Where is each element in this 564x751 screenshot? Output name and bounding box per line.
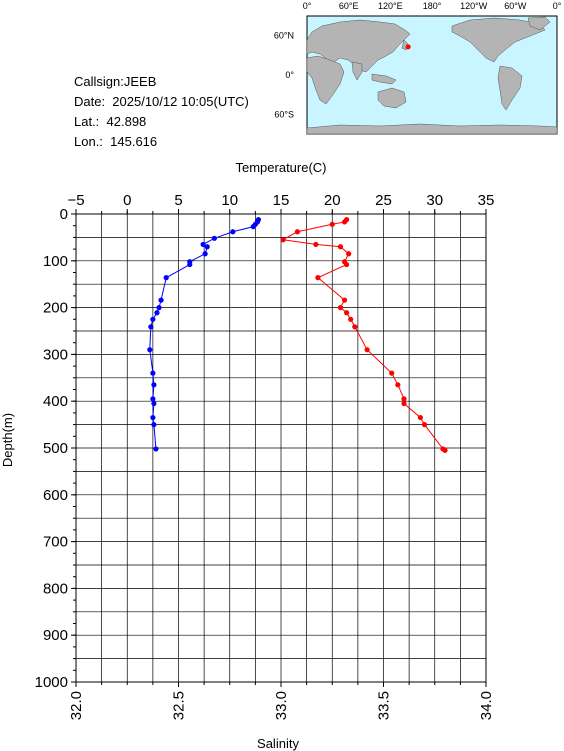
latitude-text: Lat.: 42.898: [74, 114, 147, 129]
temperature-tick-label: 25: [375, 192, 392, 209]
depth-tick-label: 400: [43, 393, 68, 410]
station-info: Callsign:JEEB Date: 2025/10/12 10:05(UTC…: [74, 72, 249, 152]
temperature-tick-label: 5: [174, 192, 182, 209]
salinity-data-point: [294, 229, 300, 235]
salinity-tick-label: 33.5: [376, 691, 393, 720]
date-text: Date: 2025/10/12 10:05(UTC): [74, 94, 249, 109]
depth-tick-label: 0: [60, 206, 68, 223]
salinity-data-point: [389, 370, 395, 376]
temperature-tick-label: 15: [273, 192, 290, 209]
temperature-data-point: [158, 297, 164, 303]
salinity-tick-label: 32.5: [171, 691, 188, 720]
temperature-data-point: [202, 251, 208, 257]
temperature-tick-label: 35: [478, 192, 495, 209]
depth-tick-label: 500: [43, 440, 68, 457]
temperature-data-point: [151, 422, 157, 428]
salinity-data-point: [401, 400, 407, 407]
salinity-axis-label: Salinity: [257, 736, 299, 751]
salinity-tick-label: 34.0: [478, 691, 495, 720]
temperature-data-point: [154, 310, 160, 316]
world-map: 0° 60°E 120°E 180° 120°W 60°W 0° 60°N 0° 60°S: [274, 1, 562, 135]
salinity-data-point: [395, 382, 401, 388]
salinity-data-point: [341, 219, 348, 225]
temperature-data-point: [150, 414, 156, 421]
depth-axis-label: Depth(m): [0, 413, 15, 467]
temperature-data-point: [150, 370, 156, 376]
salinity-data-point: [401, 396, 407, 402]
depth-tick-label: 200: [43, 300, 68, 317]
land-antarctica: [306, 123, 558, 135]
salinity-data-point: [346, 251, 352, 257]
salinity-data-point: [442, 447, 448, 453]
land-north-america: [451, 17, 546, 63]
salinity-data-point: [421, 422, 428, 428]
temperature-data-point: [147, 347, 153, 353]
temperature-data-point: [151, 382, 157, 388]
station-marker: [405, 44, 411, 50]
salinity-data-point: [344, 310, 350, 316]
land-indonesia: [371, 73, 397, 85]
salinity-data-point: [348, 316, 354, 322]
temperature-tick-label: 0: [123, 192, 131, 209]
depth-tick-label: 300: [43, 346, 68, 363]
map-lat-label: 0°: [285, 70, 294, 80]
temperature-tick-label: 30: [426, 192, 443, 209]
temperature-data-point: [211, 235, 217, 241]
map-lat-label: 60°S: [274, 109, 294, 119]
map-lon-label: 60°E: [339, 1, 359, 11]
salinity-data-point: [315, 275, 321, 281]
salinity-data-point: [344, 261, 350, 268]
land-south-america: [497, 65, 523, 111]
salinity-data-point: [417, 414, 423, 421]
salinity-data-point: [364, 347, 370, 353]
map-lat-label: 60°N: [274, 31, 294, 41]
temperature-data-point: [150, 316, 156, 322]
salinity-data-point: [337, 305, 344, 311]
temperature-data-point: [150, 396, 156, 402]
salinity-data-point: [337, 244, 344, 250]
temperature-axis-label: Temperature(C): [235, 160, 326, 175]
land-africa: [306, 55, 345, 105]
callsign-text: Callsign:JEEB: [74, 74, 157, 89]
depth-tick-label: 800: [43, 580, 68, 597]
land-greenland: [527, 16, 551, 31]
temperature-tick-label: 10: [221, 192, 238, 209]
map-lon-label: 120°E: [378, 1, 403, 11]
map-lon-label: 0°: [553, 1, 562, 11]
map-lon-label: 120°W: [460, 1, 488, 11]
temperature-data-point: [187, 261, 193, 268]
temperature-data-point: [204, 244, 210, 250]
salinity-data-point: [329, 221, 335, 227]
longitude-text: Lon.: 145.616: [74, 134, 158, 149]
map-land: [306, 16, 558, 135]
depth-tick-label: 700: [43, 534, 68, 551]
depth-tick-label: 1000: [35, 674, 68, 691]
depth-tick-label: 900: [43, 627, 68, 644]
depth-tick-label: 600: [43, 487, 68, 504]
temperature-data-point: [156, 305, 162, 311]
depth-tick-label: 100: [43, 253, 68, 270]
salinity-tick-label: 32.0: [68, 691, 85, 720]
salinity-data-point: [313, 241, 319, 248]
land-india: [351, 61, 363, 81]
temperature-data-point: [200, 241, 206, 248]
temperature-data-point: [148, 324, 154, 330]
salinity-data-point: [341, 297, 348, 303]
temperature-data-point: [250, 224, 256, 230]
salinity-data-point: [280, 237, 286, 243]
land-australia: [377, 87, 407, 109]
temperature-data-point: [153, 446, 159, 452]
map-lon-label: 180°: [423, 1, 442, 11]
temperature-data-point: [230, 229, 236, 235]
salinity-tick-label: 33.0: [273, 691, 290, 720]
temperature-data-point: [163, 275, 169, 281]
map-lon-label: 60°W: [504, 1, 527, 11]
salinity-data-point: [352, 324, 358, 330]
temperature-tick-label: 20: [324, 192, 341, 209]
temperature-tick-label: −5: [67, 192, 84, 209]
temperature-data-point: [151, 400, 157, 407]
map-lon-label: 0°: [303, 1, 312, 11]
